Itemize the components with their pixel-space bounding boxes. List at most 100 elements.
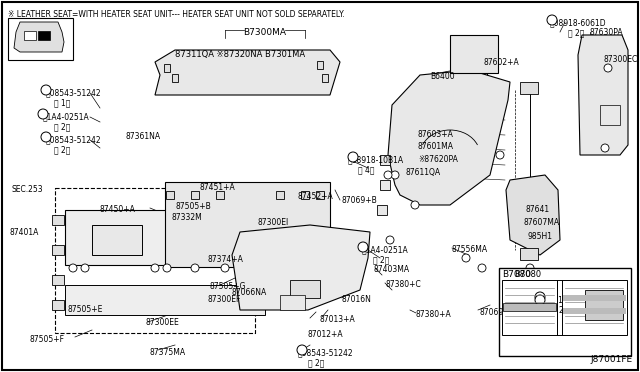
Text: Ⓞ08918-6061D: Ⓞ08918-6061D — [550, 18, 607, 27]
Text: 87066NA: 87066NA — [232, 288, 268, 297]
Text: 87505+F: 87505+F — [30, 335, 65, 344]
Circle shape — [297, 345, 307, 355]
Bar — [216, 191, 224, 199]
Bar — [317, 61, 323, 69]
Text: ＜ 2＞: ＜ 2＞ — [54, 122, 70, 131]
Circle shape — [163, 264, 171, 272]
Bar — [600, 105, 620, 125]
Bar — [380, 155, 390, 165]
Circle shape — [604, 64, 612, 72]
Circle shape — [496, 151, 504, 159]
Text: ＜ 4＞: ＜ 4＞ — [358, 165, 374, 174]
Bar — [8, 18, 73, 60]
Circle shape — [535, 292, 545, 302]
Text: 87013+A: 87013+A — [320, 315, 356, 324]
Polygon shape — [388, 70, 510, 205]
Polygon shape — [14, 22, 64, 52]
Bar — [520, 248, 538, 260]
Bar — [55, 188, 255, 333]
Text: 87630PA: 87630PA — [590, 28, 623, 37]
Text: 87452+A: 87452+A — [298, 192, 333, 201]
Text: 87012+A: 87012+A — [308, 330, 344, 339]
Text: 87451+A: 87451+A — [200, 183, 236, 192]
Circle shape — [69, 264, 77, 272]
Circle shape — [601, 144, 609, 152]
Circle shape — [526, 264, 534, 272]
Text: 87602+A: 87602+A — [483, 58, 519, 67]
Text: ⑂1A4-0251A: ⑂1A4-0251A — [362, 245, 409, 254]
Text: B7300MA: B7300MA — [243, 28, 287, 37]
Text: 87603+A: 87603+A — [418, 130, 454, 139]
Text: 87556MA: 87556MA — [452, 245, 488, 254]
Bar — [563, 295, 626, 301]
Text: 87069+B: 87069+B — [342, 196, 378, 205]
Polygon shape — [232, 225, 370, 310]
Text: 87611QA: 87611QA — [406, 168, 441, 177]
Text: SEC.253: SEC.253 — [12, 185, 44, 194]
Text: 87311QA ※87320NA B7301MA: 87311QA ※87320NA B7301MA — [175, 50, 305, 59]
Text: Ⓞ08918-6061D: Ⓞ08918-6061D — [540, 295, 596, 304]
Bar — [165, 182, 330, 267]
Text: 87361NA: 87361NA — [126, 132, 161, 141]
Bar — [65, 285, 265, 315]
Bar — [52, 275, 64, 285]
Text: B7080: B7080 — [514, 270, 541, 279]
Bar — [52, 245, 64, 255]
Bar — [450, 35, 498, 73]
Text: 87403MA: 87403MA — [374, 265, 410, 274]
Bar — [562, 280, 627, 335]
Circle shape — [348, 152, 358, 162]
Bar — [520, 82, 538, 94]
Circle shape — [358, 242, 368, 252]
Text: ※ LEATHER SEAT=WITH HEATER SEAT UNIT--- HEATER SEAT UNIT NOT SOLD SEPARATELY.: ※ LEATHER SEAT=WITH HEATER SEAT UNIT--- … — [8, 10, 344, 19]
Circle shape — [547, 15, 557, 25]
Circle shape — [411, 201, 419, 209]
Bar — [172, 74, 178, 82]
Bar — [563, 308, 626, 314]
Text: J87001FE: J87001FE — [590, 355, 632, 364]
Bar — [164, 64, 170, 72]
Text: ＜ 2＞: ＜ 2＞ — [54, 145, 70, 154]
Bar — [191, 191, 199, 199]
Circle shape — [38, 109, 48, 119]
Circle shape — [41, 85, 51, 95]
Text: ＜ 2＞: ＜ 2＞ — [373, 255, 389, 264]
Text: Ⓝ08543-51242: Ⓝ08543-51242 — [46, 135, 102, 144]
Text: 985H1: 985H1 — [528, 232, 553, 241]
Circle shape — [478, 264, 486, 272]
Bar — [380, 180, 390, 190]
Circle shape — [221, 264, 229, 272]
Bar — [65, 210, 245, 265]
Bar — [52, 215, 64, 225]
Text: ＜ 2＞: ＜ 2＞ — [552, 305, 568, 314]
Text: ＜ 1＞: ＜ 1＞ — [54, 98, 70, 107]
Text: Ⓜ08918-10B1A: Ⓜ08918-10B1A — [348, 155, 404, 164]
Text: 87300EE: 87300EE — [145, 318, 179, 327]
Text: 87300EI: 87300EI — [258, 218, 289, 227]
Text: 87069+A: 87069+A — [480, 308, 516, 317]
Text: 87300EF: 87300EF — [208, 295, 241, 304]
Circle shape — [151, 264, 159, 272]
Polygon shape — [578, 35, 628, 155]
Text: 87641: 87641 — [525, 205, 549, 214]
Bar — [502, 280, 557, 335]
Bar — [92, 225, 142, 255]
Text: 87505+G: 87505+G — [210, 282, 246, 291]
Bar — [280, 295, 305, 310]
Bar — [276, 191, 284, 199]
Text: 87601MA: 87601MA — [418, 142, 454, 151]
Text: ＜ 2＞: ＜ 2＞ — [308, 358, 324, 367]
Text: 87332M: 87332M — [172, 213, 203, 222]
Bar — [38, 31, 50, 40]
Text: B6400: B6400 — [430, 72, 454, 81]
Circle shape — [41, 132, 51, 142]
Bar — [24, 31, 36, 40]
Polygon shape — [506, 175, 560, 255]
Bar — [322, 74, 328, 82]
Text: 87505+E: 87505+E — [68, 305, 104, 314]
Bar — [52, 300, 64, 310]
Circle shape — [191, 264, 199, 272]
Text: 87016N: 87016N — [342, 295, 372, 304]
Text: Ⓝ08543-51242: Ⓝ08543-51242 — [46, 88, 102, 97]
Bar — [290, 280, 320, 298]
